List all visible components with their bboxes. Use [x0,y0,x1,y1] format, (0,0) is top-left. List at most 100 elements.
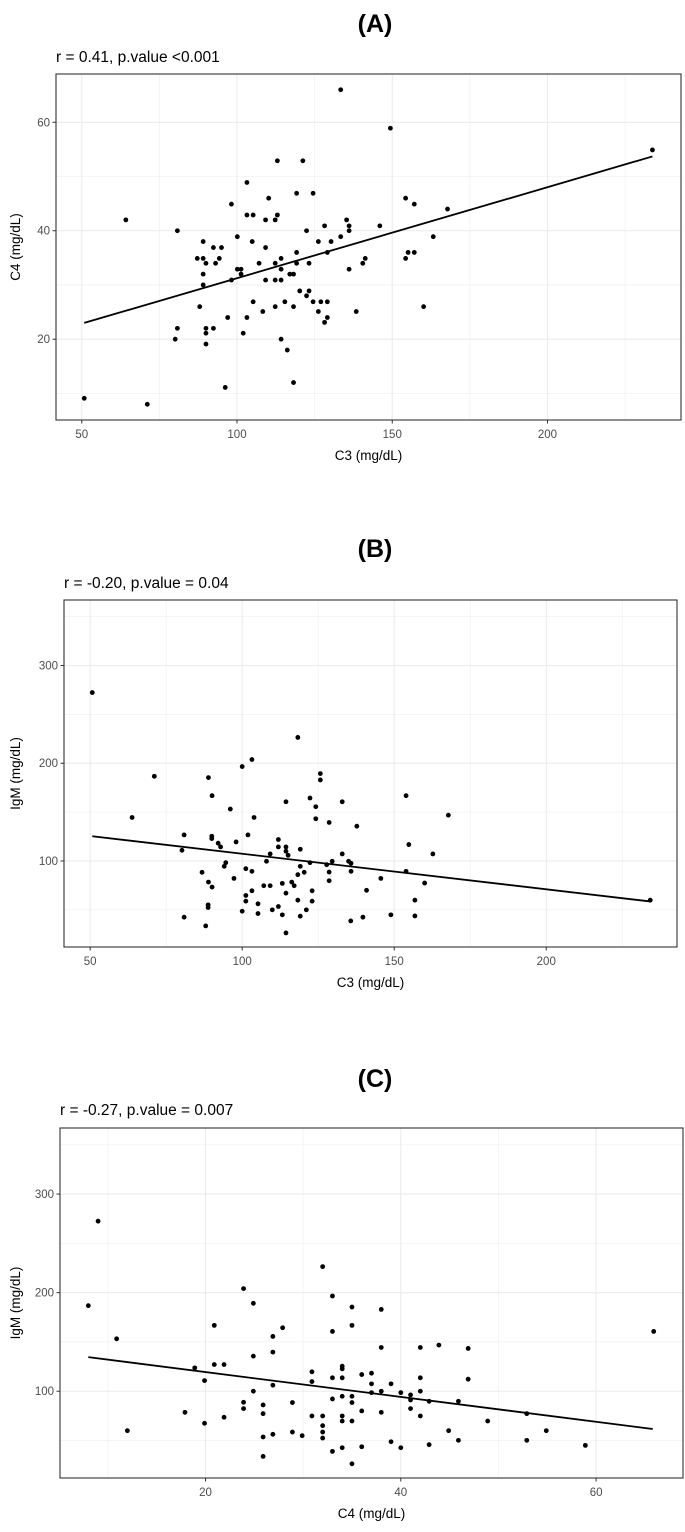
data-point [403,793,409,799]
data-point [445,812,451,818]
data-point [89,690,95,695]
data-point [200,239,206,244]
data-point [203,325,209,331]
data-point [249,888,255,894]
data-point [406,842,412,847]
data-point [364,887,369,893]
y-tick-label: 100 [39,856,58,868]
data-point [200,255,206,261]
data-point [405,250,411,255]
data-point [320,1429,326,1435]
data-point [200,282,206,288]
data-point [338,234,344,240]
panel-label: (B) [358,535,393,563]
scatter-panel-b: (B) r = -0.20, p.value = 0.04 50 100 150 200 1… [8,535,678,990]
data-point [317,777,323,783]
data-point [304,293,309,299]
data-point [200,271,206,277]
data-point [377,223,383,229]
data-point [315,309,321,314]
data-point [231,875,237,881]
data-point [274,212,280,218]
data-point [124,1428,130,1434]
regression-line [84,155,653,324]
data-point [322,319,327,325]
x-tick-label: 50 [84,956,97,968]
data-point [349,1304,355,1310]
data-point [297,913,303,919]
data-point [430,851,436,857]
data-point [238,271,244,277]
y-axis-title: C4 (mg/dL) [8,213,23,281]
data-point [426,1442,432,1448]
data-point [297,846,303,852]
data-point [270,1431,276,1437]
data-point [282,299,288,305]
plot-background [60,1128,683,1478]
data-point [291,380,296,385]
data-point [291,883,297,889]
data-point [263,245,268,250]
data-point [339,799,345,805]
data-point [202,1420,207,1426]
data-point [388,912,394,918]
data-point [543,1428,549,1434]
data-point [310,190,316,196]
x-tick-label: 200 [538,429,557,441]
data-point [326,869,332,875]
data-point [359,1444,365,1450]
data-point [174,228,180,234]
data-point [279,880,285,886]
data-point [205,905,211,910]
data-point [339,1375,345,1381]
y-tick-label: 200 [35,1288,54,1300]
data-point [651,1328,657,1334]
data-point [264,858,269,864]
data-point [174,325,180,331]
data-point [234,234,240,240]
data-point [203,330,209,336]
data-point [197,304,203,310]
data-point [274,158,280,164]
data-point [255,901,261,907]
data-point [244,180,250,185]
data-point [289,879,295,885]
data-point [408,1392,413,1398]
data-point [272,260,278,266]
data-point [359,1408,365,1414]
data-point [353,309,359,314]
y-tick-label: 60 [37,117,50,129]
data-point [299,1433,305,1439]
data-point [291,304,296,310]
data-point [223,860,229,866]
data-point [216,255,222,261]
data-point [339,1418,345,1424]
data-point [430,234,436,240]
x-tick-label: 150 [385,956,404,968]
data-point [181,832,187,838]
data-point [339,851,345,857]
data-point [279,912,285,918]
data-point [287,271,293,277]
data-point [251,815,257,820]
data-point [203,923,209,929]
regression-line [92,835,651,903]
data-point [255,911,261,916]
data-point [344,217,350,223]
data-point [260,1402,266,1408]
data-point [278,277,284,283]
chart-title: r = -0.27, p.value = 0.007 [60,1102,233,1119]
data-point [326,820,332,825]
data-point [227,806,233,812]
data-point [272,304,278,310]
data-point [211,245,216,250]
data-point [203,260,209,266]
data-point [411,250,417,255]
data-point [123,217,129,223]
data-point [313,816,319,822]
data-point [114,1336,120,1342]
y-tick-label: 200 [39,758,58,770]
data-point [250,1388,256,1394]
data-point [241,1406,246,1411]
data-point [270,1382,276,1388]
